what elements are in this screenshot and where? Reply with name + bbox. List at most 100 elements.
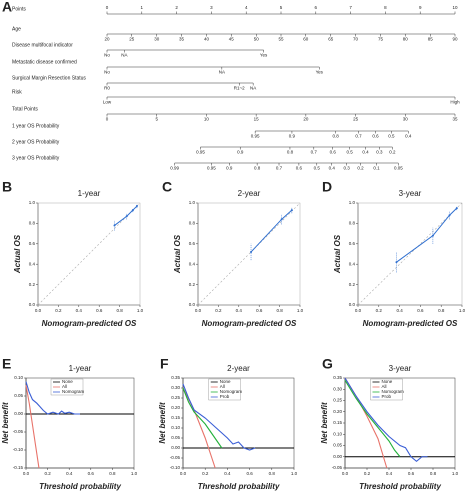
y-tick-label: 0.10 [14,375,23,380]
curve [182,387,223,449]
y-tick-label: 1.0 [189,200,196,205]
y-tick-label: 0.0 [29,302,36,307]
calibration-point [448,214,451,217]
tick-label: 10 [452,5,458,10]
legend-box [50,378,84,396]
legend-box [208,378,241,401]
row-label: Age [12,26,21,32]
panel-title: 3-year [389,364,412,373]
y-tick-label: 0.00 [333,454,342,459]
legend-box [370,378,403,401]
x-tick-label: 0.8 [109,471,116,476]
plot-frame [182,377,295,469]
tick-label: 3 [210,5,213,10]
y-tick-label: 0.15 [171,415,180,420]
tick-label: NA [250,86,256,91]
plot-frame [25,377,135,469]
legend-label: Prob [382,394,392,399]
y-tick-label: 0.8 [349,221,356,226]
tick-label: R0 [104,86,110,91]
tick-label: 0.1 [373,166,380,171]
tick-label: 5 [280,5,283,10]
row-label: 2 year OS Probability [12,139,60,145]
x-tick-label: 1.0 [452,471,459,476]
x-tick-label: 1.0 [291,471,298,476]
x-tick-label: 0.8 [116,308,123,313]
tick-label: R1~2 [234,86,245,91]
tick-label: 35 [179,37,185,42]
tick-label: 0.95 [207,166,216,171]
tick-label: 2 [175,5,178,10]
x-tick-label: 0.0 [180,471,187,476]
legend-label: Nomogram [382,389,405,394]
x-tick-label: 0.0 [355,308,362,313]
tick-label: 0.7 [311,150,318,155]
tick-label: 0.8 [333,134,340,139]
tick-label: 6 [315,5,318,10]
tick-label: 0.7 [355,134,362,139]
calibration-point [125,215,128,218]
y-tick-label: 0.4 [189,261,196,266]
tick-label: 30 [403,117,409,122]
panel-letter: C [162,179,172,195]
y-tick-label: 0.00 [171,445,180,450]
calibration-point [280,218,283,221]
tick-label: 45 [229,37,235,42]
y-tick-label: 0.4 [29,261,36,266]
tick-label: 0.8 [254,166,261,171]
panel-title: 2-year [238,189,261,198]
tick-label: 0.5 [314,166,321,171]
ideal-line [37,202,141,306]
curve [182,383,256,451]
tick-label: 80 [403,37,409,42]
y-tick-label: 0.15 [333,420,342,425]
y-tick-label: 0.35 [171,375,180,380]
x-tick-label: 0.8 [438,308,445,313]
calibration-point [113,224,116,227]
y-tick-label: 0.0 [189,302,196,307]
x-tick-label: 1.0 [131,471,138,476]
y-tick-label: 0.8 [189,221,196,226]
tick-label: 0.2 [357,166,364,171]
y-tick-label: 0.2 [349,282,356,287]
tick-label: 0.95 [251,134,260,139]
plot-frame [197,202,301,306]
panel-title: 1-year [78,189,101,198]
tick-label: 55 [278,37,284,42]
y-tick-label: -0.05 [13,429,24,434]
tick-label: Low [103,100,112,105]
y-tick-label: 0.6 [189,241,196,246]
x-axis-label: Nomogram-predicted OS [42,319,137,328]
x-tick-label: 0.8 [269,471,276,476]
x-tick-label: 0.0 [195,308,202,313]
tick-label: 0.6 [372,134,379,139]
legend-label: Prob [220,394,230,399]
x-tick-label: 0.0 [35,308,42,313]
y-tick-label: -0.15 [13,465,24,470]
curve [344,379,401,458]
legend-label: All [62,384,67,389]
calibration-point [455,207,458,210]
x-tick-label: 0.8 [276,308,283,313]
tick-label: 0.3 [376,150,383,155]
curve [25,381,80,415]
tick-label: 0.2 [389,150,396,155]
tick-label: No [104,70,110,75]
x-tick-label: 0.6 [246,471,253,476]
y-tick-label: 0.05 [14,393,23,398]
tick-label: 25 [129,37,135,42]
x-tick-label: 0.6 [417,308,424,313]
row-label: Points [12,6,26,12]
legend-label: None [62,379,73,384]
tick-label: 20 [303,117,309,122]
y-tick-label: 0.8 [29,221,36,226]
x-axis-label: Nomogram-predicted OS [363,319,458,328]
y-tick-label: 0.0 [349,302,356,307]
tick-label: 0 [106,117,109,122]
x-tick-label: 0.4 [224,471,231,476]
panel-letter: F [160,356,169,372]
tick-label: 0.6 [296,166,303,171]
tick-label: 0.8 [287,150,294,155]
x-tick-label: 0.2 [376,308,383,313]
